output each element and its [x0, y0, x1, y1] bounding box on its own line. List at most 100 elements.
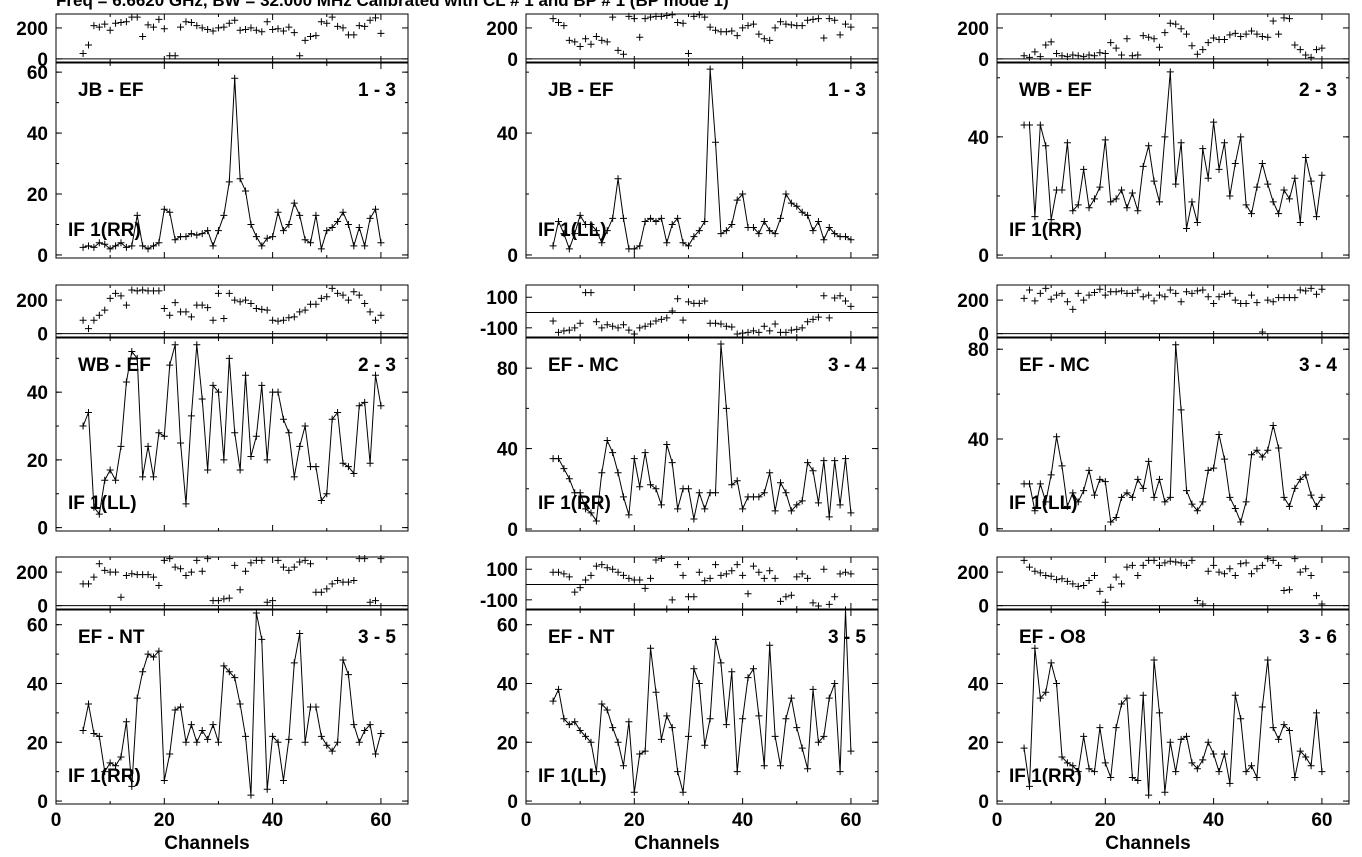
phase-point: [706, 574, 714, 582]
amplitude-point: [1139, 484, 1147, 492]
phase-point: [225, 19, 233, 27]
phase-point: [95, 311, 103, 319]
amplitude-panel-frame: [55, 337, 409, 532]
amplitude-point: [1231, 159, 1239, 167]
amplitude-point: [619, 762, 627, 770]
amplitude-point: [1264, 656, 1272, 664]
phase-point: [1047, 38, 1055, 46]
amplitude-point: [1318, 768, 1326, 776]
phase-point: [220, 315, 228, 323]
amplitude-point: [1042, 498, 1050, 506]
phase-point: [804, 574, 812, 582]
x-tick-label: 0: [992, 810, 1003, 831]
phase-point: [695, 568, 703, 576]
amplitude-point: [1258, 159, 1266, 167]
amplitude-point: [1096, 183, 1104, 191]
amplitude-point: [636, 750, 644, 758]
amplitude-point: [1237, 133, 1245, 141]
amplitude-point: [361, 727, 369, 735]
phase-point: [1210, 561, 1218, 569]
phase-point: [84, 580, 92, 588]
phase-point: [1302, 565, 1310, 573]
phase-point: [1307, 284, 1315, 292]
amplitude-point: [1204, 174, 1212, 182]
phase-point: [1177, 298, 1185, 306]
phase-point: [847, 23, 855, 31]
amplitude-series-line: [82, 612, 382, 796]
amplitude-point: [252, 432, 260, 440]
amplitude-point: [798, 744, 806, 752]
phase-point: [582, 576, 590, 584]
phase-point: [377, 555, 385, 563]
phase-point: [1074, 289, 1082, 297]
amplitude-point: [825, 694, 833, 702]
x-tick-label: 40: [1203, 810, 1224, 831]
amp-y-tick-label: 0: [978, 792, 989, 813]
phase-point: [285, 23, 293, 31]
amplitude-point: [204, 466, 212, 474]
amplitude-point: [155, 239, 163, 247]
amplitude-point: [377, 239, 385, 247]
phase-point: [323, 293, 331, 301]
amplitude-point: [554, 217, 562, 225]
phase-point: [296, 52, 304, 60]
phase-point: [842, 297, 850, 305]
amplitude-point: [722, 721, 730, 729]
amplitude-point: [160, 205, 168, 213]
phase-point: [836, 31, 844, 39]
amplitude-point: [717, 659, 725, 667]
baseline-number: 2 - 3: [1299, 80, 1337, 101]
amplitude-point: [1161, 498, 1169, 506]
amplitude-point: [1220, 750, 1228, 758]
phase-y-tick-label: 0: [978, 50, 989, 71]
phase-point: [177, 565, 185, 573]
amplitude-point: [1047, 659, 1055, 667]
phase-point: [1036, 53, 1044, 61]
amplitude-point: [252, 609, 260, 617]
phase-point: [749, 562, 757, 570]
amplitude-point: [1220, 455, 1228, 463]
phase-point: [101, 566, 109, 574]
phase-point: [285, 566, 293, 574]
amplitude-point: [831, 679, 839, 687]
if-polarization-label: IF 1(LL): [538, 766, 607, 787]
phase-y-tick-label: 200: [957, 291, 989, 312]
phase-point: [657, 555, 665, 563]
amplitude-point: [1069, 207, 1077, 215]
amplitude-point: [355, 402, 363, 410]
amplitude-point: [695, 489, 703, 497]
amplitude-point: [820, 732, 828, 740]
phase-panel-frame: [525, 284, 879, 338]
amplitude-point: [1172, 180, 1180, 188]
amplitude-point: [847, 236, 855, 244]
amplitude-point: [149, 473, 157, 481]
phase-point: [1036, 289, 1044, 297]
phase-point: [1231, 296, 1239, 304]
phase-point: [619, 321, 627, 329]
amplitude-point: [139, 242, 147, 250]
phase-point: [1101, 291, 1109, 299]
amp-y-tick-label: 60: [27, 63, 48, 84]
amplitude-point: [204, 227, 212, 235]
phase-point: [571, 324, 579, 332]
amplitude-point: [614, 469, 622, 477]
phase-point: [84, 41, 92, 49]
amplitude-point: [733, 768, 741, 776]
phase-point: [787, 21, 795, 29]
phase-point: [334, 289, 342, 297]
amplitude-point: [350, 721, 358, 729]
amplitude-point: [301, 422, 309, 430]
phase-point: [79, 316, 87, 324]
phase-point: [361, 299, 369, 307]
phase-point: [361, 22, 369, 30]
phase-point: [1161, 29, 1169, 37]
amplitude-point: [690, 515, 698, 523]
amplitude-point: [177, 703, 185, 711]
phase-point: [1139, 561, 1147, 569]
phase-point: [1112, 573, 1120, 581]
amplitude-point: [1253, 774, 1261, 782]
phase-point: [554, 19, 562, 27]
amplitude-point: [296, 211, 304, 219]
phase-point: [236, 586, 244, 594]
amplitude-point: [122, 718, 130, 726]
